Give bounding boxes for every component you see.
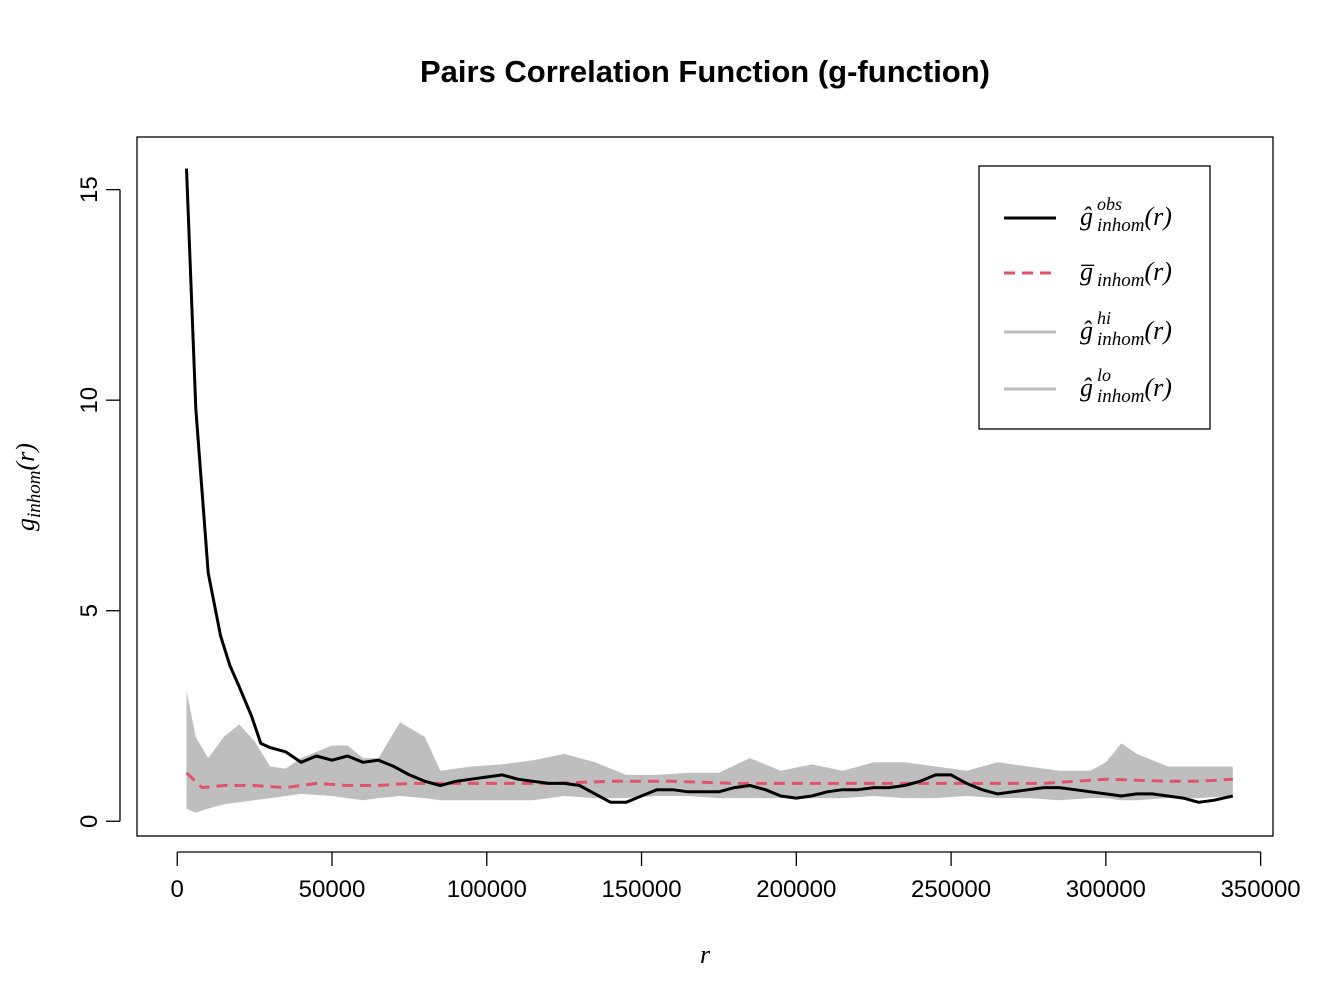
x-tick-label: 50000 [299, 876, 366, 903]
envelope-band-layer [186, 690, 1233, 813]
y-axis-label: ginhom(r) [11, 443, 45, 531]
y-axis: 0 5 10 15 [76, 176, 121, 828]
x-tick-label: 200000 [756, 876, 836, 903]
x-axis: 0 50000 100000 150000 200000 250000 300000 3500… [171, 851, 1301, 903]
x-axis-label: r [700, 940, 711, 969]
x-tick-label: 100000 [447, 876, 527, 903]
x-tick-label: 0 [171, 876, 184, 903]
plot-area-frame [136, 136, 1274, 837]
legend-label-theo: g̅ inhom(r) [1080, 257, 1172, 291]
x-tick-label: 250000 [911, 876, 991, 903]
y-axis-label-sub: inhom [24, 470, 45, 518]
legend-label-obs: ĝ obs inhom(r) [1080, 194, 1172, 236]
legend-label-hi: ĝ hi inhom(r) [1080, 308, 1172, 350]
series-layer [185, 168, 1234, 804]
legend: ĝ obs inhom(r) g̅ inhom(r) ĝ hi inhom(r) ĝ lo inho… [978, 165, 1211, 430]
y-axis-label-base: g [11, 518, 40, 531]
y-tick-label: 5 [76, 604, 103, 617]
x-tick-label: 300000 [1066, 876, 1146, 903]
series-line-theo [185, 771, 1233, 790]
legend-box [978, 165, 1211, 430]
y-tick-label: 10 [76, 387, 103, 414]
series-line-obs [185, 168, 1234, 804]
legend-label-lo: ĝ lo inhom(r) [1080, 365, 1172, 407]
y-tick-label: 0 [76, 815, 103, 828]
y-tick-label: 15 [76, 176, 103, 203]
svg-text:ginhom(r): ginhom(r) [11, 443, 45, 531]
chart-title: Pairs Correlation Function (g-function) [420, 54, 990, 89]
x-tick-label: 150000 [601, 876, 681, 903]
x-tick-label: 350000 [1221, 876, 1301, 903]
y-axis-label-arg: (r) [11, 443, 40, 470]
envelope-band [186, 690, 1233, 813]
